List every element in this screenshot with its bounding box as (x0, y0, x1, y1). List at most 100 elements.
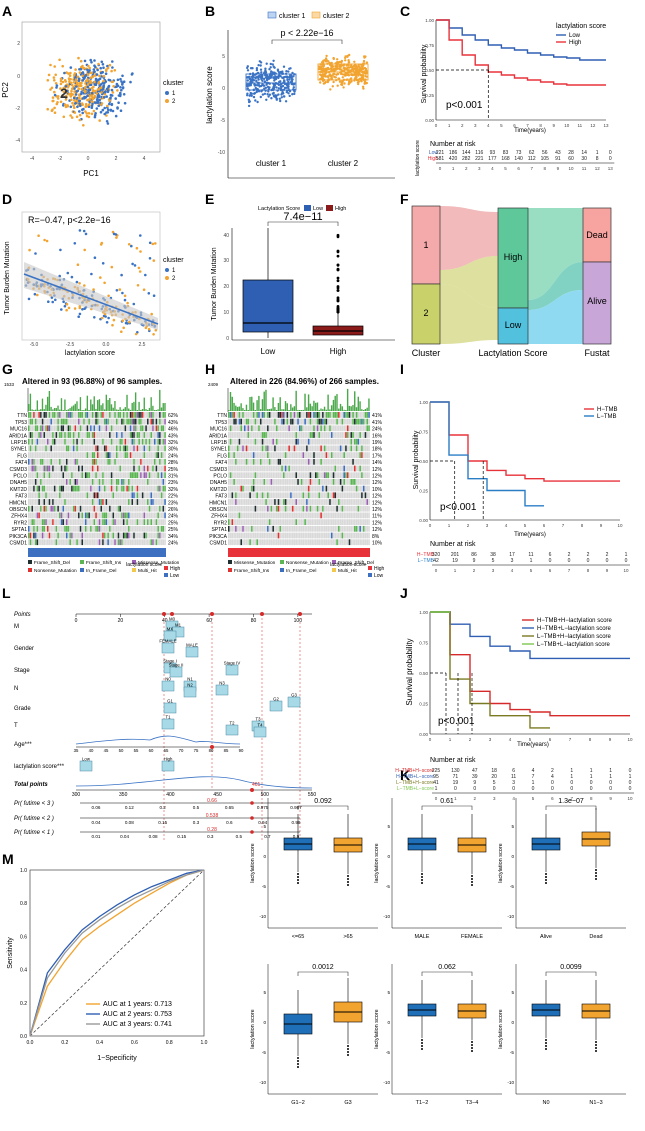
g-cell (59, 458, 61, 465)
g-cell (126, 412, 128, 418)
g-cell (140, 452, 142, 458)
h-cell (357, 492, 360, 499)
h-cell (229, 425, 232, 432)
d-point (126, 301, 129, 305)
h-cell (320, 505, 322, 512)
g-cell (157, 438, 159, 445)
h-cell (290, 472, 292, 479)
g-cell (86, 445, 89, 452)
g-cell (128, 458, 130, 465)
b-point-cluster1 (247, 98, 250, 102)
h-cell (336, 432, 338, 438)
h-cell (270, 418, 273, 425)
h-cell (341, 505, 344, 512)
g-cell (122, 532, 125, 539)
g-cell (40, 465, 42, 472)
g-cell (126, 452, 128, 458)
g-cell (59, 519, 61, 525)
h-cell (284, 512, 287, 519)
h-cell (268, 479, 271, 485)
h-cell (265, 438, 267, 445)
h-cell (281, 499, 283, 505)
g-cell (150, 499, 153, 505)
h-cell (263, 485, 266, 492)
g-cell (102, 532, 104, 539)
h-cell (299, 479, 301, 485)
b-point-cluster2 (352, 64, 356, 68)
h-cell (350, 438, 353, 445)
b-xlabel-2: cluster 2 (328, 159, 359, 168)
g-cell (33, 458, 35, 465)
h-cell (268, 452, 271, 458)
pca-point (90, 71, 93, 75)
h-cell (306, 412, 308, 418)
h-cell (330, 472, 333, 479)
h-cell (345, 418, 347, 425)
h-cell (332, 425, 335, 432)
pca-center-label: 2 (60, 85, 68, 101)
g-gene-label: CSMD1 (9, 541, 27, 547)
h-cell (293, 525, 296, 532)
h-cell (267, 485, 269, 492)
h-cell (270, 425, 273, 432)
g-cell (50, 519, 52, 525)
g-cell (98, 425, 101, 432)
h-cell (311, 512, 314, 519)
b-point-cluster1 (254, 86, 257, 90)
km-xtick: 9 (552, 123, 555, 128)
h-cell (242, 505, 244, 512)
h-cell (240, 432, 243, 438)
h-cell (236, 418, 239, 425)
h-cell (252, 445, 255, 452)
h-cell (323, 492, 326, 499)
g-cell (46, 532, 49, 539)
g-cell (93, 499, 96, 505)
g-cell (134, 532, 137, 539)
b-point-cluster1 (264, 74, 267, 77)
pca-point (102, 79, 105, 83)
h-cell (320, 525, 322, 532)
h-mutation-grid (228, 412, 370, 546)
g-cell (67, 512, 70, 519)
g-cell (150, 458, 153, 465)
h-cell (354, 438, 356, 445)
g-cell (128, 432, 130, 438)
h-cell (352, 445, 354, 452)
h-cell (314, 525, 317, 532)
h-cell (275, 505, 278, 512)
g-cell (140, 465, 142, 472)
h-cell (256, 412, 258, 418)
g-legend-item: Frame_Shift_Del (34, 560, 70, 566)
d-point (83, 248, 86, 252)
g-gene-pct: 32% (168, 440, 179, 446)
pca-point (46, 107, 49, 111)
d-point (54, 298, 57, 302)
h-cell (228, 418, 230, 425)
g-cell (152, 499, 154, 505)
g-cell (55, 492, 58, 499)
g-cell (46, 465, 49, 472)
d-point (93, 316, 96, 319)
h-cell (355, 438, 358, 445)
b-point-cluster1 (257, 63, 260, 67)
g-cell (153, 472, 156, 479)
g-cell (126, 532, 128, 539)
g-cell (53, 438, 56, 445)
h-cell (279, 412, 282, 418)
h-cell (322, 485, 324, 492)
b-point-cluster2 (321, 77, 324, 80)
g-cell (148, 505, 151, 512)
pca-point (78, 82, 81, 85)
g-cell (45, 512, 47, 519)
h-cell (288, 452, 290, 458)
g-cell (140, 492, 142, 499)
h-cell (252, 519, 255, 525)
risk-cell: 43 (555, 150, 561, 156)
g-cell (160, 458, 163, 465)
h-cell (311, 458, 314, 465)
h-cell (259, 418, 262, 425)
h-cell (300, 445, 303, 452)
h-cell (306, 525, 308, 532)
h-tmb-bar (242, 408, 244, 411)
h-tmb-bar (325, 409, 328, 411)
